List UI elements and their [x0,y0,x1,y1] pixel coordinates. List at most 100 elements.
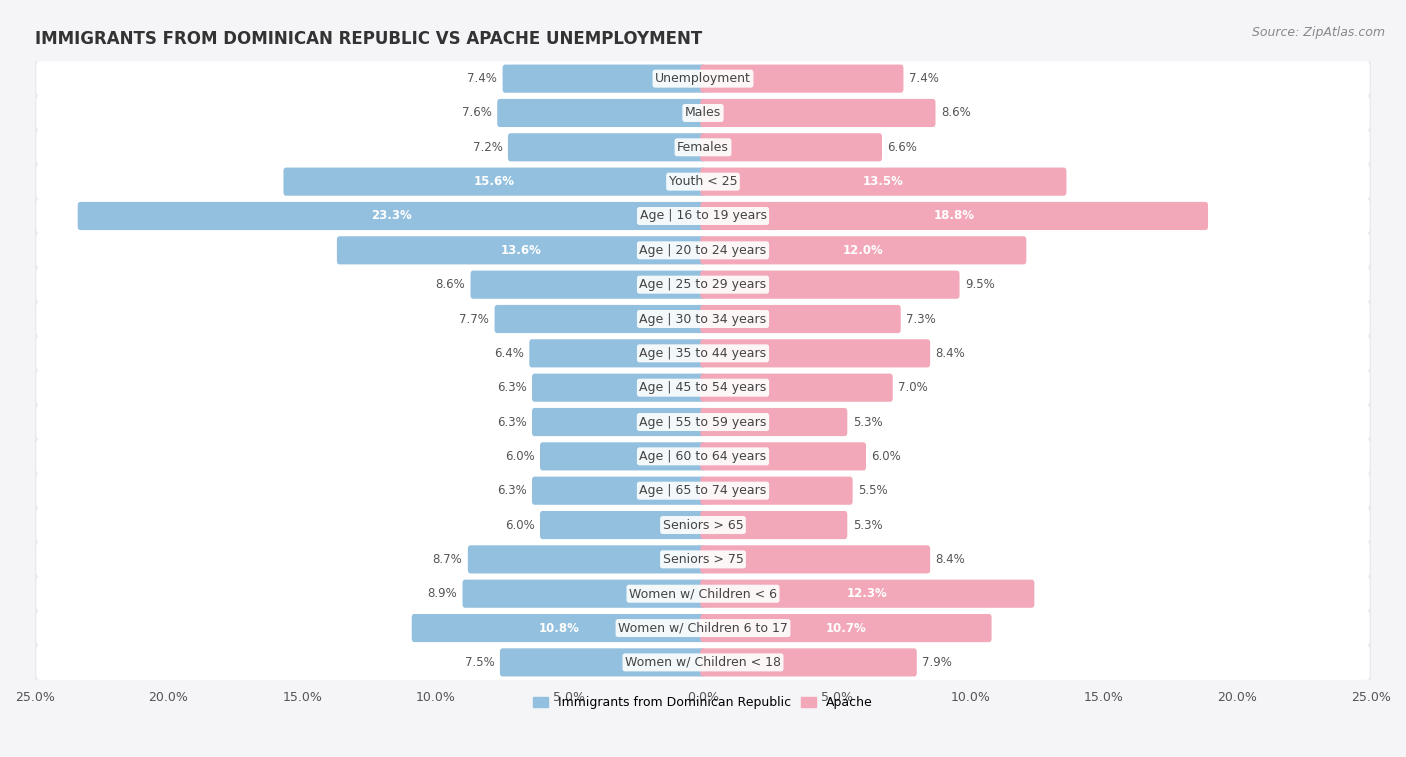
FancyBboxPatch shape [37,404,1369,440]
Text: 18.8%: 18.8% [934,210,974,223]
Text: Age | 16 to 19 years: Age | 16 to 19 years [640,210,766,223]
FancyBboxPatch shape [37,645,1369,680]
FancyBboxPatch shape [700,167,1066,196]
Text: Males: Males [685,107,721,120]
FancyBboxPatch shape [531,477,706,505]
Text: 7.5%: 7.5% [465,656,495,669]
FancyBboxPatch shape [35,130,1371,164]
FancyBboxPatch shape [508,133,706,161]
Text: Youth < 25: Youth < 25 [669,175,737,188]
Text: 10.8%: 10.8% [538,621,579,634]
FancyBboxPatch shape [37,576,1369,611]
FancyBboxPatch shape [35,164,1371,199]
Text: 8.6%: 8.6% [436,278,465,291]
Text: 5.3%: 5.3% [852,519,883,531]
Text: 15.6%: 15.6% [474,175,515,188]
FancyBboxPatch shape [37,233,1369,268]
FancyBboxPatch shape [77,202,706,230]
Text: 23.3%: 23.3% [371,210,412,223]
Text: 8.6%: 8.6% [941,107,970,120]
FancyBboxPatch shape [37,370,1369,405]
FancyBboxPatch shape [37,336,1369,371]
FancyBboxPatch shape [35,302,1371,336]
FancyBboxPatch shape [700,545,931,574]
Text: Age | 65 to 74 years: Age | 65 to 74 years [640,484,766,497]
Text: 7.9%: 7.9% [922,656,952,669]
Text: IMMIGRANTS FROM DOMINICAN REPUBLIC VS APACHE UNEMPLOYMENT: IMMIGRANTS FROM DOMINICAN REPUBLIC VS AP… [35,30,702,48]
Text: 7.2%: 7.2% [472,141,502,154]
Text: Seniors > 65: Seniors > 65 [662,519,744,531]
Text: 8.7%: 8.7% [433,553,463,566]
Text: 9.5%: 9.5% [965,278,994,291]
FancyBboxPatch shape [37,301,1369,337]
FancyBboxPatch shape [284,167,706,196]
FancyBboxPatch shape [37,542,1369,577]
FancyBboxPatch shape [37,164,1369,199]
FancyBboxPatch shape [540,511,706,539]
Text: 12.0%: 12.0% [844,244,884,257]
Text: 7.4%: 7.4% [908,72,939,85]
FancyBboxPatch shape [700,408,848,436]
FancyBboxPatch shape [35,405,1371,439]
FancyBboxPatch shape [35,96,1371,130]
FancyBboxPatch shape [463,580,706,608]
FancyBboxPatch shape [498,99,706,127]
FancyBboxPatch shape [37,95,1369,130]
FancyBboxPatch shape [502,64,706,92]
Text: 6.0%: 6.0% [505,450,534,463]
FancyBboxPatch shape [700,511,848,539]
Text: 12.3%: 12.3% [846,587,887,600]
FancyBboxPatch shape [35,577,1371,611]
FancyBboxPatch shape [37,611,1369,646]
Text: Age | 55 to 59 years: Age | 55 to 59 years [640,416,766,428]
Text: Age | 30 to 34 years: Age | 30 to 34 years [640,313,766,326]
FancyBboxPatch shape [540,442,706,470]
Text: 7.7%: 7.7% [460,313,489,326]
Text: Females: Females [678,141,728,154]
FancyBboxPatch shape [700,374,893,402]
FancyBboxPatch shape [35,199,1371,233]
Text: Women w/ Children < 18: Women w/ Children < 18 [626,656,780,669]
Text: Source: ZipAtlas.com: Source: ZipAtlas.com [1251,26,1385,39]
FancyBboxPatch shape [529,339,706,367]
FancyBboxPatch shape [700,442,866,470]
Text: 13.6%: 13.6% [501,244,541,257]
Text: 10.7%: 10.7% [825,621,866,634]
FancyBboxPatch shape [412,614,706,642]
FancyBboxPatch shape [35,474,1371,508]
FancyBboxPatch shape [337,236,706,264]
FancyBboxPatch shape [700,270,959,299]
Text: Age | 60 to 64 years: Age | 60 to 64 years [640,450,766,463]
Text: 6.6%: 6.6% [887,141,917,154]
Text: 6.4%: 6.4% [494,347,524,360]
FancyBboxPatch shape [37,198,1369,233]
Text: 6.3%: 6.3% [496,382,527,394]
FancyBboxPatch shape [35,233,1371,267]
FancyBboxPatch shape [37,61,1369,96]
FancyBboxPatch shape [700,580,1035,608]
FancyBboxPatch shape [700,614,991,642]
FancyBboxPatch shape [471,270,706,299]
Text: 5.5%: 5.5% [858,484,887,497]
FancyBboxPatch shape [468,545,706,574]
Text: 7.6%: 7.6% [463,107,492,120]
Text: 5.3%: 5.3% [852,416,883,428]
Text: 8.4%: 8.4% [935,347,966,360]
Text: Unemployment: Unemployment [655,72,751,85]
FancyBboxPatch shape [700,202,1208,230]
Text: 6.3%: 6.3% [496,416,527,428]
FancyBboxPatch shape [700,339,931,367]
Text: Women w/ Children 6 to 17: Women w/ Children 6 to 17 [619,621,787,634]
Text: 7.0%: 7.0% [898,382,928,394]
Text: Age | 25 to 29 years: Age | 25 to 29 years [640,278,766,291]
FancyBboxPatch shape [35,508,1371,542]
FancyBboxPatch shape [700,477,852,505]
Legend: Immigrants from Dominican Republic, Apache: Immigrants from Dominican Republic, Apac… [529,691,877,715]
Text: 8.4%: 8.4% [935,553,966,566]
FancyBboxPatch shape [37,507,1369,543]
FancyBboxPatch shape [35,645,1371,680]
Text: 7.4%: 7.4% [467,72,498,85]
Text: 8.9%: 8.9% [427,587,457,600]
FancyBboxPatch shape [37,439,1369,474]
Text: Age | 45 to 54 years: Age | 45 to 54 years [640,382,766,394]
